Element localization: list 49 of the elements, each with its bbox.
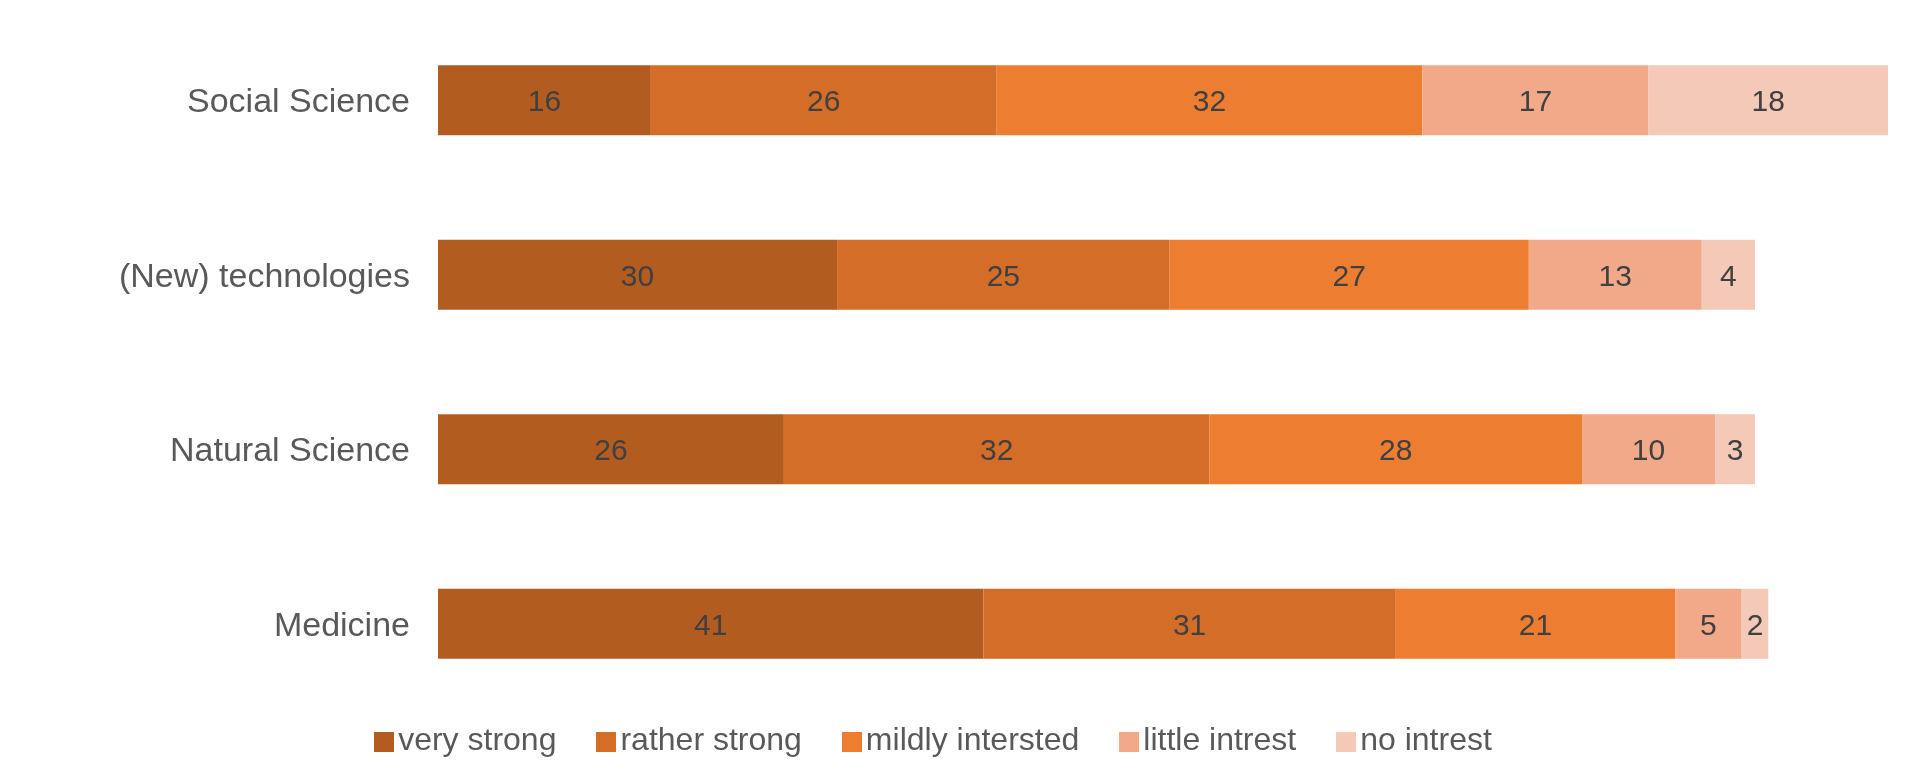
bar (1395, 588, 1676, 659)
legend-label: little intrest (1143, 721, 1297, 757)
bar (1582, 414, 1716, 485)
data-label: 32 (980, 433, 1014, 466)
legend-label: rather strong (620, 721, 802, 757)
legend-label: mildly intersted (865, 721, 1080, 757)
legend-label: very strong (398, 721, 557, 757)
bar (783, 414, 1210, 485)
data-label: 25 (986, 258, 1021, 292)
data-label: 10 (1631, 433, 1666, 466)
y-tick-label: Social Science (186, 81, 410, 120)
data-label: 4 (1720, 258, 1737, 292)
bar (438, 239, 838, 310)
bar (1741, 588, 1769, 659)
data-label: 41 (694, 607, 728, 641)
bar (1422, 65, 1649, 136)
y-tick-label: Medicine (273, 604, 410, 643)
bar (1675, 588, 1742, 659)
bar (1209, 414, 1583, 485)
bar (1648, 65, 1888, 136)
data-label: 16 (527, 84, 562, 117)
data-label: 5 (1700, 607, 1717, 641)
data-label: 18 (1751, 84, 1785, 117)
data-label: 2 (1746, 607, 1764, 641)
bar (438, 65, 651, 136)
bar (1701, 239, 1755, 310)
legend-label: no intrest (1360, 721, 1492, 757)
data-label: 21 (1518, 607, 1553, 641)
data-label: 28 (1379, 433, 1413, 466)
bar (837, 239, 1170, 310)
data-label: 31 (1172, 607, 1207, 641)
data-label: 3 (1726, 433, 1744, 466)
data-label: 13 (1598, 258, 1632, 292)
data-label: 32 (1192, 84, 1227, 117)
data-label: 26 (807, 84, 841, 117)
data-label: 30 (620, 258, 655, 292)
bar (1169, 239, 1529, 310)
bar (996, 65, 1423, 136)
bar (438, 588, 984, 659)
bar (983, 588, 1396, 659)
bar (438, 414, 784, 485)
data-label: 27 (1332, 258, 1366, 292)
bar (650, 65, 997, 136)
data-label: 26 (594, 433, 628, 466)
bar (1528, 239, 1702, 310)
y-tick-label: (New) technologies (118, 255, 410, 294)
bar (1715, 414, 1755, 485)
y-tick-label: Natural Science (169, 430, 410, 469)
data-label: 17 (1518, 84, 1553, 117)
